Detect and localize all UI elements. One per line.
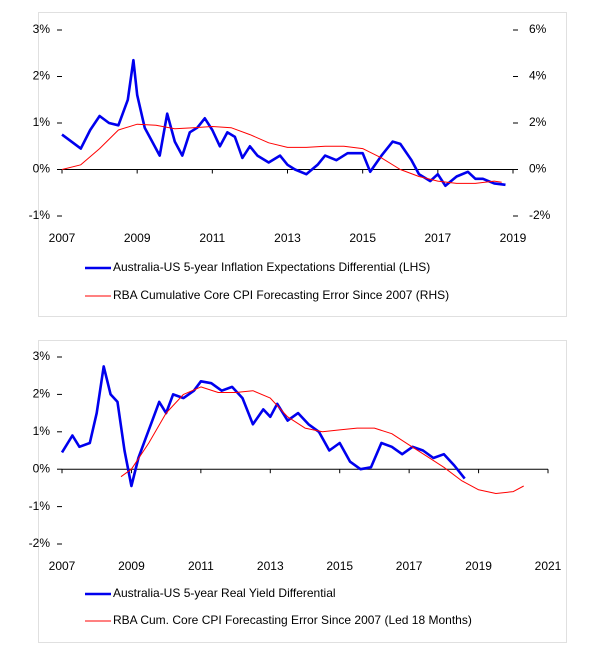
legend-label: RBA Cum. Core CPI Forecasting Error Sinc…: [113, 613, 472, 627]
y-tick-label: -2%: [29, 536, 51, 550]
x-tick-label: 2009: [118, 559, 145, 573]
legend-label: RBA Cumulative Core CPI Forecasting Erro…: [113, 288, 449, 302]
y-tick-label: 2%: [33, 387, 51, 401]
x-tick-label: 2017: [424, 231, 451, 245]
y2-tick-label: 4%: [529, 69, 547, 83]
x-tick-label: 2007: [49, 231, 76, 245]
x-tick-label: 2015: [326, 559, 353, 573]
y2-tick-label: 2%: [529, 115, 547, 129]
series-line: [61, 123, 502, 184]
y-tick-label: 3%: [33, 349, 51, 363]
y-tick-label: 3%: [33, 22, 51, 36]
x-tick-label: 2013: [274, 231, 301, 245]
legend-label: Australia-US 5-year Inflation Expectatio…: [113, 260, 430, 274]
x-tick-label: 2011: [188, 559, 214, 573]
series-line: [60, 365, 466, 488]
series-line: [120, 386, 524, 494]
y-tick-label: 2%: [33, 69, 51, 83]
y-tick-label: 1%: [33, 115, 51, 129]
y-tick-label: 0%: [33, 162, 51, 176]
series-line: [61, 58, 506, 188]
x-tick-label: 2007: [49, 559, 76, 573]
panel-frame: [38, 340, 567, 643]
panel-frame: [38, 12, 567, 317]
x-tick-label: 2017: [396, 559, 423, 573]
x-tick-label: 2011: [199, 231, 225, 245]
x-tick-label: 2019: [465, 559, 492, 573]
x-tick-label: 2019: [500, 231, 527, 245]
x-tick-label: 2009: [124, 231, 151, 245]
y-tick-label: -1%: [29, 208, 51, 222]
y2-tick-label: 6%: [529, 22, 547, 36]
y2-tick-label: 0%: [529, 162, 547, 176]
y-tick-label: 1%: [33, 424, 51, 438]
y-tick-label: 0%: [33, 461, 51, 475]
legend-label: Australia-US 5-year Real Yield Different…: [113, 586, 336, 600]
y2-tick-label: -2%: [529, 208, 551, 222]
x-tick-label: 2013: [257, 559, 284, 573]
x-tick-label: 2021: [535, 559, 562, 573]
x-tick-label: 2015: [349, 231, 376, 245]
y-tick-label: -1%: [29, 499, 51, 513]
